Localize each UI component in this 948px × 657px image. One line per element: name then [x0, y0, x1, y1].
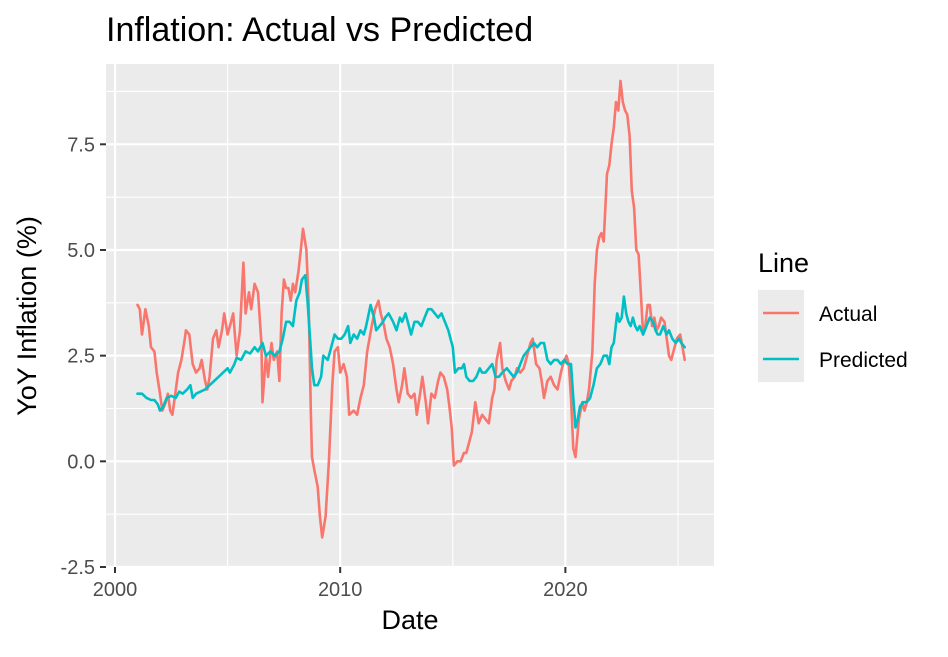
legend-label-actual: Actual: [819, 303, 877, 326]
x-axis: 2000 2010 2020: [93, 567, 588, 601]
series-line-actual: [136, 79, 686, 539]
plot-panel: [106, 64, 714, 567]
grid-major: [106, 64, 714, 569]
series-layer: [136, 79, 686, 539]
x-tick-label: 2000: [93, 579, 138, 601]
y-tick-label: 7.5: [67, 134, 95, 156]
grid-minor: [106, 64, 714, 567]
y-tick-label: -2.5: [61, 557, 95, 579]
legend: Line Actual Predicted: [758, 248, 908, 382]
legend-label-predicted: Predicted: [819, 349, 908, 372]
legend-title: Line: [758, 248, 809, 278]
series-line-predicted: [136, 274, 686, 429]
legend-entries: Actual Predicted: [758, 290, 908, 382]
chart-title: Inflation: Actual vs Predicted: [106, 11, 533, 49]
x-tick-label: 2020: [543, 579, 588, 601]
y-tick-label: 2.5: [67, 346, 95, 368]
y-tick-label: 0.0: [67, 451, 95, 473]
y-axis: -2.5 0.0 2.5 5.0 7.5: [61, 134, 106, 579]
x-axis-title: Date: [381, 605, 438, 635]
y-tick-label: 5.0: [67, 240, 95, 262]
x-tick-label: 2010: [318, 579, 363, 601]
y-axis-title: YoY Inflation (%): [12, 216, 42, 416]
